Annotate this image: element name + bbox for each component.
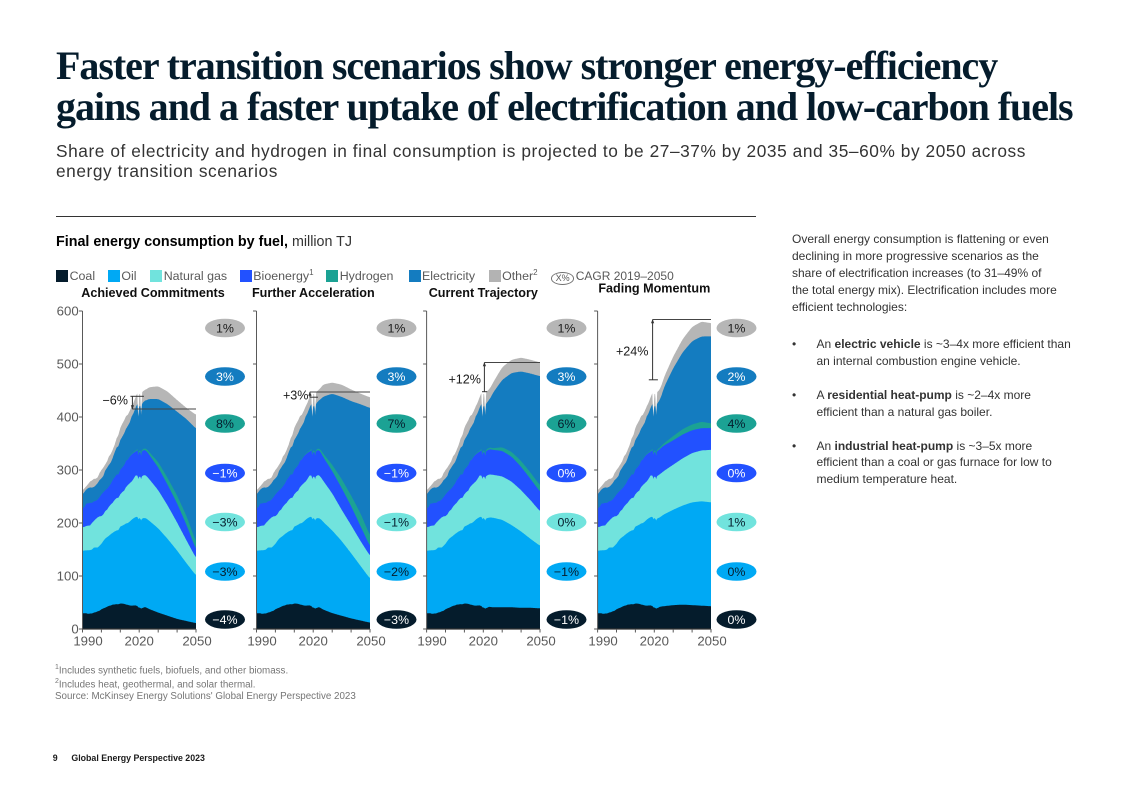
svg-text:0%: 0%: [728, 467, 746, 481]
svg-text:2050: 2050: [356, 634, 385, 649]
svg-text:−1%: −1%: [212, 467, 237, 481]
svg-text:1%: 1%: [558, 322, 576, 336]
svg-text:−3%: −3%: [384, 613, 409, 627]
svg-text:0%: 0%: [728, 613, 746, 627]
svg-text:2%: 2%: [728, 370, 746, 384]
svg-text:1%: 1%: [216, 322, 234, 336]
svg-text:+3%: +3%: [283, 389, 309, 403]
svg-text:−1%: −1%: [384, 467, 409, 481]
svg-text:1%: 1%: [728, 322, 746, 336]
svg-text:+24%: +24%: [616, 345, 649, 359]
svg-text:Fading Momentum: Fading Momentum: [598, 282, 710, 296]
svg-text:300: 300: [57, 462, 79, 477]
svg-text:0%: 0%: [558, 516, 576, 530]
svg-text:8%: 8%: [216, 417, 234, 431]
svg-text:3%: 3%: [216, 370, 234, 384]
svg-text:−6%: −6%: [102, 394, 128, 408]
svg-text:Current Trajectory: Current Trajectory: [429, 286, 538, 300]
svg-text:0%: 0%: [728, 565, 746, 579]
svg-text:400: 400: [57, 409, 79, 424]
svg-text:0%: 0%: [558, 467, 576, 481]
svg-text:−3%: −3%: [212, 516, 237, 530]
svg-text:1990: 1990: [417, 634, 446, 649]
svg-text:3%: 3%: [558, 370, 576, 384]
svg-text:+12%: +12%: [448, 373, 481, 387]
svg-text:6%: 6%: [558, 417, 576, 431]
svg-text:0: 0: [71, 621, 78, 636]
svg-text:1990: 1990: [73, 634, 102, 649]
svg-text:−3%: −3%: [212, 565, 237, 579]
svg-text:1990: 1990: [588, 634, 617, 649]
svg-text:−4%: −4%: [212, 613, 237, 627]
svg-text:3%: 3%: [388, 370, 406, 384]
svg-text:2050: 2050: [182, 634, 211, 649]
svg-text:1%: 1%: [728, 516, 746, 530]
svg-text:2020: 2020: [640, 634, 669, 649]
svg-text:200: 200: [57, 515, 79, 530]
svg-text:1%: 1%: [388, 322, 406, 336]
svg-text:7%: 7%: [388, 417, 406, 431]
svg-text:1990: 1990: [247, 634, 276, 649]
svg-text:500: 500: [57, 356, 79, 371]
svg-text:2020: 2020: [469, 634, 498, 649]
svg-text:−2%: −2%: [384, 565, 409, 579]
svg-text:−1%: −1%: [384, 516, 409, 530]
svg-text:−1%: −1%: [554, 613, 579, 627]
svg-text:Further Acceleration: Further Acceleration: [252, 286, 375, 300]
svg-text:Achieved Commitments: Achieved Commitments: [81, 286, 224, 300]
svg-text:2050: 2050: [697, 634, 726, 649]
svg-text:2020: 2020: [125, 634, 154, 649]
svg-text:−1%: −1%: [554, 565, 579, 579]
svg-text:600: 600: [57, 303, 79, 318]
svg-text:100: 100: [57, 568, 79, 583]
svg-text:4%: 4%: [728, 417, 746, 431]
svg-text:2020: 2020: [299, 634, 328, 649]
svg-text:2050: 2050: [526, 634, 555, 649]
